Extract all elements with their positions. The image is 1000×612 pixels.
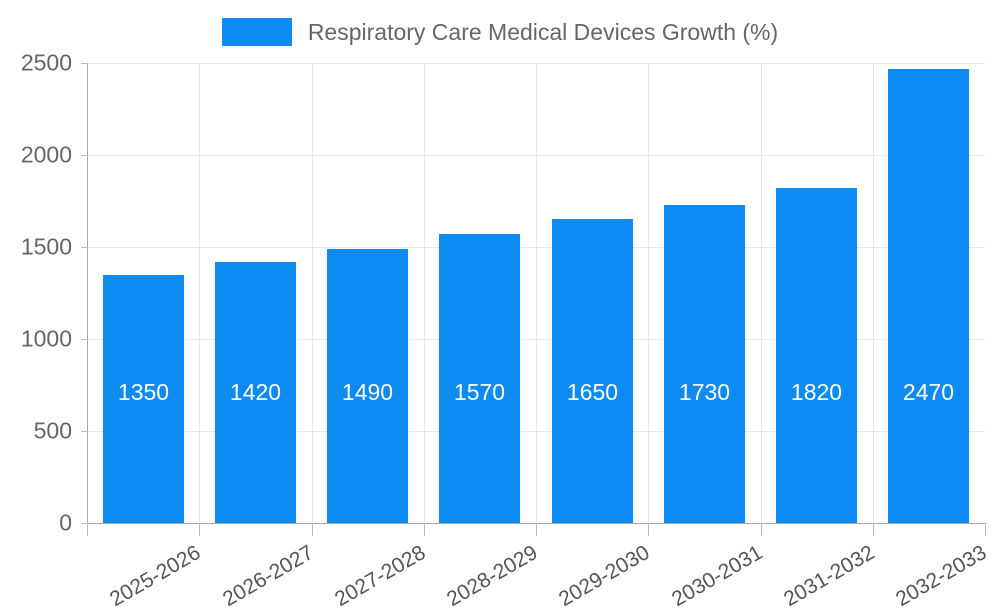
gridline-vertical <box>648 63 649 523</box>
bar-value-label: 1420 <box>229 379 282 405</box>
bar[interactable]: 1820 <box>776 188 857 523</box>
y-tick-label: 0 <box>59 509 72 536</box>
x-tick-mark <box>199 523 200 536</box>
x-tick-label: 2029-2030 <box>555 541 654 612</box>
y-tick-label: 2000 <box>20 141 72 168</box>
x-tick-label: 2031-2032 <box>779 541 879 612</box>
x-tick-label: 2032-2033 <box>892 541 991 612</box>
y-tick-mark <box>81 63 88 64</box>
bar[interactable]: 1650 <box>552 219 633 523</box>
bar[interactable]: 1350 <box>103 274 184 523</box>
bar-value-label: 1490 <box>341 379 394 405</box>
x-tick-label: 2028-2029 <box>443 541 542 612</box>
y-tick-mark <box>81 339 88 340</box>
gridline-vertical <box>312 63 313 523</box>
y-tick-mark <box>81 247 88 248</box>
x-tick-label: 2030-2031 <box>667 541 766 612</box>
bar[interactable]: 2470 <box>888 68 969 523</box>
bar-value-label: 1350 <box>117 379 170 405</box>
bar[interactable]: 1420 <box>215 261 296 523</box>
y-tick-label: 500 <box>33 417 72 444</box>
y-tick-label: 1000 <box>20 325 72 352</box>
gridline-vertical <box>199 63 200 523</box>
legend-color-swatch <box>221 18 292 46</box>
gridline-vertical <box>536 63 537 523</box>
x-tick-mark <box>648 523 649 536</box>
bar-value-label: 1820 <box>790 379 843 405</box>
legend-series-label: Respiratory Care Medical Devices Growth … <box>307 18 779 45</box>
y-tick-label: 2500 <box>20 49 72 76</box>
bar-value-label: 1570 <box>453 379 506 405</box>
x-tick-mark <box>761 523 762 536</box>
gridline-vertical <box>424 63 425 523</box>
x-tick-mark <box>985 523 986 536</box>
chart-legend: Respiratory Care Medical Devices Growth … <box>0 14 1000 50</box>
y-tick-mark <box>81 523 88 524</box>
x-tick-mark <box>873 523 874 536</box>
x-tick-label: 2027-2028 <box>330 541 430 612</box>
x-tick-label: 2025-2026 <box>106 541 205 612</box>
bar[interactable]: 1570 <box>439 234 520 523</box>
x-tick-mark <box>312 523 313 536</box>
y-axis-line <box>87 63 88 524</box>
x-tick-mark <box>87 523 88 536</box>
bar-value-label: 2470 <box>902 379 955 405</box>
x-tick-label: 2026-2027 <box>218 541 317 612</box>
gridline-vertical <box>873 63 874 523</box>
bar[interactable]: 1490 <box>327 248 408 523</box>
bar-value-label: 1650 <box>566 379 619 405</box>
x-tick-mark <box>424 523 425 536</box>
plot-area: 1350 1420 1490 1570 1650 1730 1820 2470 <box>87 63 985 524</box>
y-tick-mark <box>81 431 88 432</box>
y-axis-ticks: 0 500 1000 1500 2000 2500 <box>0 0 88 600</box>
gridline-vertical <box>761 63 762 523</box>
y-tick-mark <box>81 155 88 156</box>
x-tick-mark <box>536 523 537 536</box>
y-tick-label: 1500 <box>20 233 72 260</box>
bar[interactable]: 1730 <box>664 204 745 523</box>
bar-value-label: 1730 <box>678 379 731 405</box>
